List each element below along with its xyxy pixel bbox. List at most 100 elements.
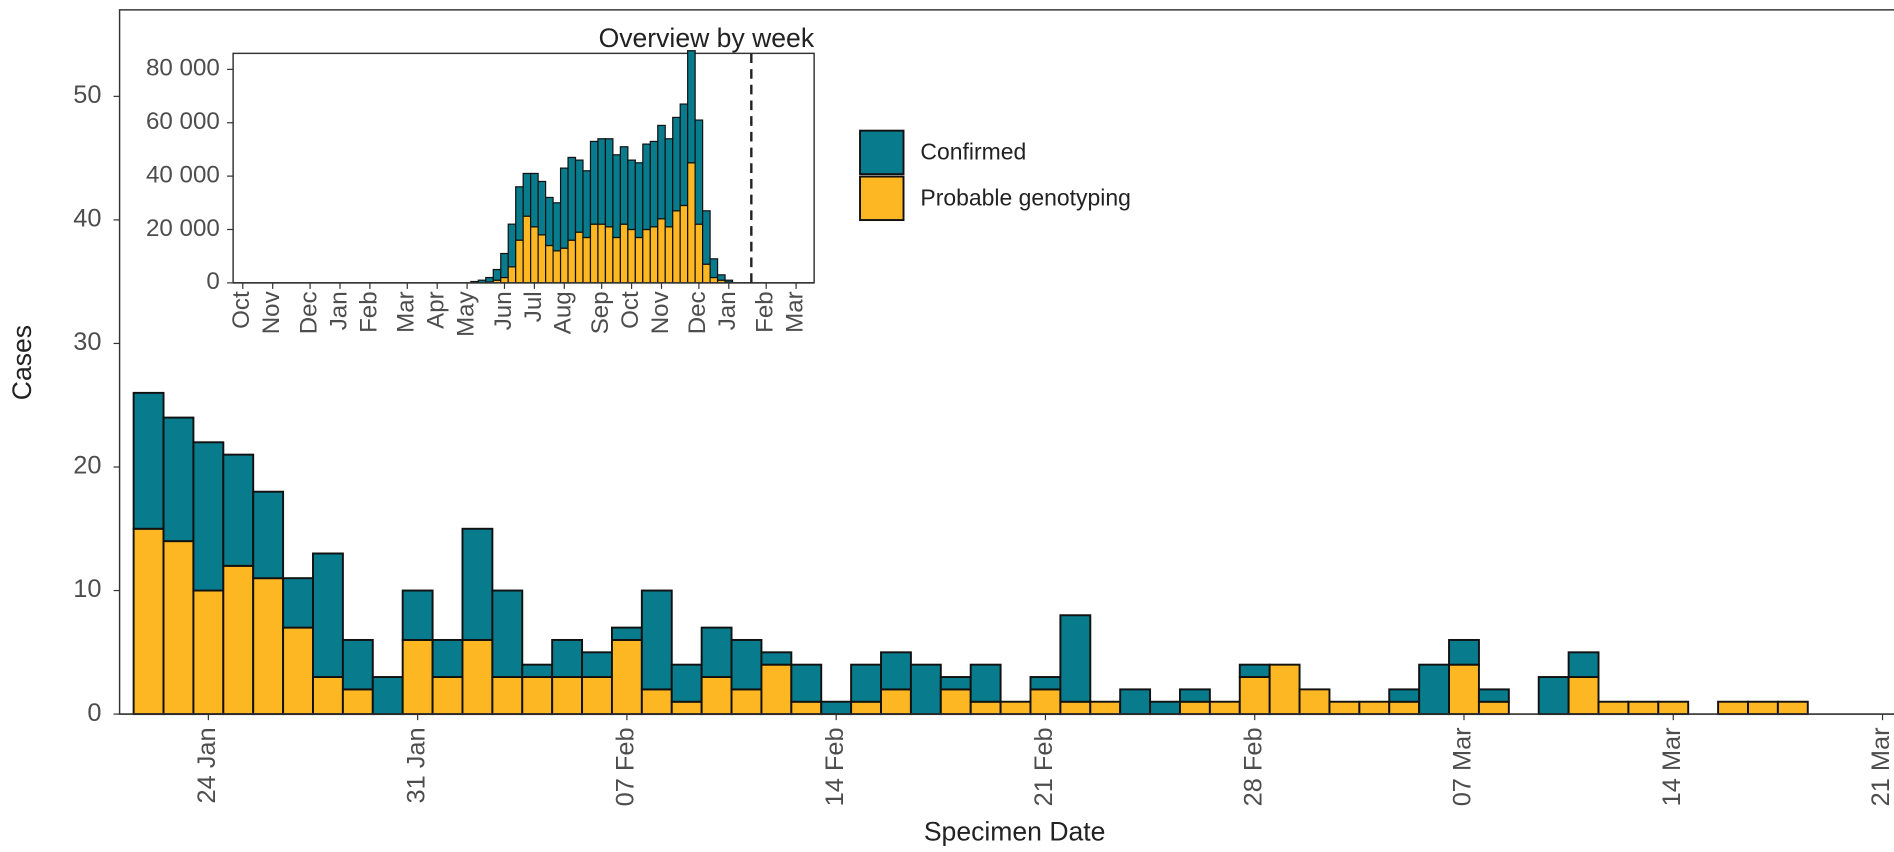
bar-segment xyxy=(657,124,666,220)
bar-segment xyxy=(730,638,763,691)
bar-segment xyxy=(341,688,374,716)
bar-segment xyxy=(312,676,344,716)
legend-label: Probable genotyping xyxy=(920,185,1130,211)
x-tick-label: Jun xyxy=(490,291,517,330)
x-tick-label: Dec xyxy=(295,291,322,334)
bar-segment xyxy=(1477,688,1510,703)
bar-segment xyxy=(162,540,195,716)
bar-segment xyxy=(589,223,599,284)
bar-segment xyxy=(640,688,673,716)
bar-segment xyxy=(790,700,823,716)
y-axis-title: Cases xyxy=(7,325,37,400)
bar-segment xyxy=(1477,700,1510,716)
bar-segment xyxy=(604,138,614,228)
bar-segment xyxy=(515,239,524,284)
x-tick-label: Oct xyxy=(617,291,644,329)
bar-segment xyxy=(192,441,225,592)
bar-segment xyxy=(522,215,532,284)
bar-segment xyxy=(1208,700,1241,716)
bar-segment xyxy=(1179,700,1211,716)
bar-segment xyxy=(619,146,629,225)
x-tick-label: Dec xyxy=(684,291,711,334)
bar-segment xyxy=(1029,688,1062,716)
bar-segment xyxy=(679,204,689,284)
y-tick-label: 20 xyxy=(73,452,101,480)
bar-segment xyxy=(999,700,1032,716)
bar-segment xyxy=(507,266,517,284)
x-tick-label: Oct xyxy=(228,291,255,329)
y-tick-label: 40 000 xyxy=(146,161,220,188)
y-tick-label: 0 xyxy=(206,268,219,295)
bar-segment xyxy=(700,626,733,678)
bar-segment xyxy=(670,700,703,716)
bar-segment xyxy=(709,258,719,279)
bar-segment xyxy=(252,577,285,716)
bar-segment xyxy=(909,663,942,716)
bar-segment xyxy=(132,391,165,530)
bar-segment xyxy=(461,527,494,641)
x-tick-label: Jan xyxy=(325,291,352,330)
bar-segment xyxy=(1537,676,1570,716)
bar-segment xyxy=(341,638,374,691)
bar-segment xyxy=(1418,663,1451,716)
bar-segment xyxy=(431,638,464,678)
x-tick-label: Feb xyxy=(752,291,779,333)
x-tick-label: 21 Feb xyxy=(1030,727,1058,806)
bar-segment xyxy=(694,223,704,284)
bar-segment xyxy=(567,156,577,241)
x-tick-label: 31 Jan xyxy=(402,727,430,803)
bar-segment xyxy=(1268,663,1301,716)
bar-segment xyxy=(461,638,494,716)
bar-segment xyxy=(642,228,651,284)
bar-segment xyxy=(492,268,502,281)
bar-segment xyxy=(1657,700,1690,716)
bar-segment xyxy=(551,676,584,716)
bar-segment xyxy=(521,676,554,716)
bar-segment xyxy=(581,676,613,716)
bar-segment xyxy=(679,103,689,207)
bar-segment xyxy=(649,140,659,228)
x-tick-label: Jul xyxy=(520,291,547,322)
bar-segment xyxy=(702,210,711,265)
x-tick-label: Feb xyxy=(355,291,382,333)
x-tick-label: 07 Mar xyxy=(1449,727,1477,806)
x-tick-label: 14 Mar xyxy=(1658,727,1686,806)
bar-segment xyxy=(642,143,651,231)
bar-segment xyxy=(545,244,554,284)
bar-segment xyxy=(252,490,285,580)
bar-segment xyxy=(724,279,734,283)
bar-segment xyxy=(401,589,434,641)
x-tick-label: Sep xyxy=(587,291,614,334)
bar-segment xyxy=(694,119,704,225)
bar-segment xyxy=(969,700,1002,716)
bar-segment xyxy=(790,663,823,703)
bar-segment xyxy=(530,226,539,284)
bar-segment xyxy=(700,676,733,716)
bar-segment xyxy=(657,218,666,284)
bar-segment xyxy=(610,626,643,641)
bar-segment xyxy=(551,638,584,678)
bar-segment xyxy=(282,626,314,716)
bar-segment xyxy=(1328,700,1361,716)
y-tick-label: 80 000 xyxy=(146,55,220,82)
bar-segment xyxy=(222,564,255,716)
bar-segment xyxy=(1567,651,1600,678)
bar-segment xyxy=(515,186,524,241)
bar-segment xyxy=(530,172,539,228)
legend-swatch xyxy=(859,129,905,176)
y-tick-label: 40 xyxy=(73,205,101,233)
bar-segment xyxy=(1717,700,1749,716)
x-tick-label: Mar xyxy=(393,291,420,333)
bar-segment xyxy=(1776,700,1809,716)
bar-segment xyxy=(880,651,912,691)
bar-segment xyxy=(522,172,532,217)
bar-segment xyxy=(1089,700,1122,716)
bar-segment xyxy=(537,234,547,284)
bar-segment xyxy=(649,226,659,284)
bar-segment xyxy=(760,663,793,716)
bar-segment xyxy=(1119,688,1152,716)
y-tick-label: 10 xyxy=(73,575,101,603)
bar-segment xyxy=(552,250,562,284)
legend-label: Confirmed xyxy=(920,139,1026,165)
